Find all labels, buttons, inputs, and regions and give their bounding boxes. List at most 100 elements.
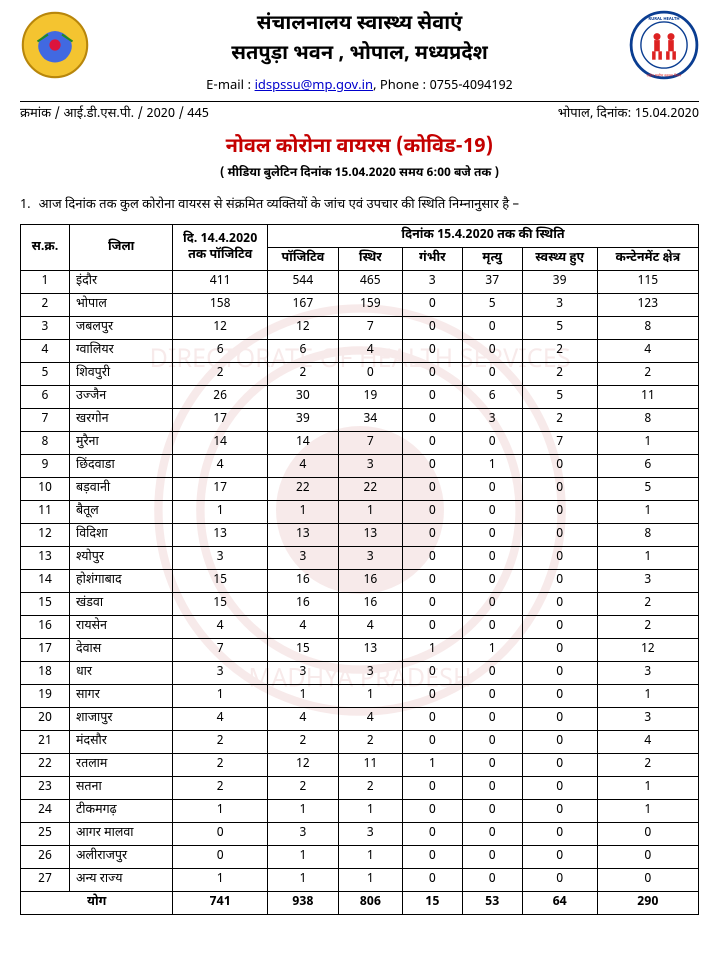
cell-containment: 0 — [597, 846, 698, 869]
cell-critical: 0 — [402, 662, 462, 685]
cell-total-death: 53 — [462, 892, 522, 915]
cell-prev: 3 — [173, 662, 268, 685]
cell-death: 0 — [462, 478, 522, 501]
table-row: 23सतना2220001 — [21, 777, 699, 800]
cell-recovered: 0 — [522, 570, 597, 593]
cell-district: शाजापुर — [69, 708, 172, 731]
cell-sno: 24 — [21, 800, 70, 823]
cell-recovered: 0 — [522, 639, 597, 662]
cell-critical: 0 — [402, 340, 462, 363]
reference-date: भोपाल, दिनांक: 15.04.2020 — [558, 106, 699, 123]
cell-positive: 2 — [268, 731, 339, 754]
cell-stable: 13 — [338, 524, 402, 547]
cell-stable: 7 — [338, 432, 402, 455]
cell-containment: 0 — [597, 869, 698, 892]
cell-stable: 1 — [338, 685, 402, 708]
cell-positive: 12 — [268, 754, 339, 777]
cell-critical: 0 — [402, 869, 462, 892]
bulletin-title: नोवल कोरोना वायरस (कोविड-19) — [20, 135, 699, 161]
cell-prev: 158 — [173, 294, 268, 317]
table-total-row: योग741938806155364290 — [21, 892, 699, 915]
cell-stable: 2 — [338, 731, 402, 754]
cell-positive: 15 — [268, 639, 339, 662]
cell-district: देवास — [69, 639, 172, 662]
cell-stable: 1 — [338, 846, 402, 869]
cell-critical: 0 — [402, 570, 462, 593]
table-row: 17देवास7151311012 — [21, 639, 699, 662]
covid-data-table: स.क्र. जिला दि. 14.4.2020 तक पॉजिटिव दिन… — [20, 224, 699, 915]
cell-prev: 1 — [173, 869, 268, 892]
cell-stable: 0 — [338, 363, 402, 386]
cell-recovered: 0 — [522, 524, 597, 547]
cell-death: 0 — [462, 846, 522, 869]
cell-containment: 1 — [597, 800, 698, 823]
cell-district: शिवपुरी — [69, 363, 172, 386]
cell-positive: 167 — [268, 294, 339, 317]
svg-text:राष्ट्रीय ग्रामीण स्वास्थ्य मि: राष्ट्रीय ग्रामीण स्वास्थ्य मिशन — [647, 74, 682, 79]
cell-death: 0 — [462, 685, 522, 708]
cell-recovered: 0 — [522, 685, 597, 708]
cell-critical: 3 — [402, 271, 462, 294]
cell-death: 1 — [462, 455, 522, 478]
cell-critical: 0 — [402, 777, 462, 800]
cell-positive: 16 — [268, 593, 339, 616]
cell-death: 0 — [462, 754, 522, 777]
cell-district: श्योपुर — [69, 547, 172, 570]
table-row: 5शिवपुरी2200022 — [21, 363, 699, 386]
cell-district: छिंदवाडा — [69, 455, 172, 478]
cell-containment: 8 — [597, 317, 698, 340]
cell-critical: 0 — [402, 432, 462, 455]
cell-sno: 1 — [21, 271, 70, 294]
cell-sno: 21 — [21, 731, 70, 754]
cell-recovered: 0 — [522, 616, 597, 639]
cell-total-prev: 741 — [173, 892, 268, 915]
table-row: 14होशंगाबाद1516160003 — [21, 570, 699, 593]
cell-containment: 8 — [597, 524, 698, 547]
cell-containment: 1 — [597, 547, 698, 570]
cell-containment: 1 — [597, 777, 698, 800]
email-link[interactable]: idspssu@mp.gov.in — [255, 78, 373, 95]
reference-row: क्रमांक / आई.डी.एस.पी. / 2020 / 445 भोपा… — [20, 106, 699, 123]
cell-sno: 3 — [21, 317, 70, 340]
cell-recovered: 2 — [522, 409, 597, 432]
cell-death: 0 — [462, 317, 522, 340]
cell-positive: 4 — [268, 616, 339, 639]
cell-containment: 1 — [597, 432, 698, 455]
cell-death: 0 — [462, 800, 522, 823]
cell-death: 6 — [462, 386, 522, 409]
cell-containment: 115 — [597, 271, 698, 294]
cell-death: 0 — [462, 501, 522, 524]
cell-sno: 11 — [21, 501, 70, 524]
cell-death: 3 — [462, 409, 522, 432]
cell-district: मुरैना — [69, 432, 172, 455]
cell-positive: 13 — [268, 524, 339, 547]
cell-prev: 14 — [173, 432, 268, 455]
cell-recovered: 0 — [522, 777, 597, 800]
cell-stable: 1 — [338, 800, 402, 823]
cell-recovered: 0 — [522, 800, 597, 823]
cell-positive: 1 — [268, 869, 339, 892]
table-row: 7खरगोन1739340328 — [21, 409, 699, 432]
cell-prev: 2 — [173, 731, 268, 754]
table-row: 24टीकमगढ़1110001 — [21, 800, 699, 823]
th-sno: स.क्र. — [21, 225, 70, 271]
cell-prev: 3 — [173, 547, 268, 570]
table-row: 4ग्वालियर6640024 — [21, 340, 699, 363]
cell-prev: 13 — [173, 524, 268, 547]
cell-stable: 4 — [338, 616, 402, 639]
cell-containment: 6 — [597, 455, 698, 478]
cell-critical: 0 — [402, 547, 462, 570]
cell-positive: 3 — [268, 547, 339, 570]
cell-positive: 544 — [268, 271, 339, 294]
cell-stable: 2 — [338, 777, 402, 800]
cell-prev: 0 — [173, 846, 268, 869]
cell-stable: 19 — [338, 386, 402, 409]
table-row: 10बड़वानी1722220005 — [21, 478, 699, 501]
nrhm-logo-icon: RURAL HEALTH राष्ट्रीय ग्रामीण स्वास्थ्य… — [629, 10, 699, 80]
phone-number: 0755-4094192 — [430, 78, 513, 95]
cell-recovered: 0 — [522, 662, 597, 685]
table-row: 11बैतूल1110001 — [21, 501, 699, 524]
cell-death: 0 — [462, 662, 522, 685]
cell-containment: 0 — [597, 823, 698, 846]
cell-sno: 17 — [21, 639, 70, 662]
